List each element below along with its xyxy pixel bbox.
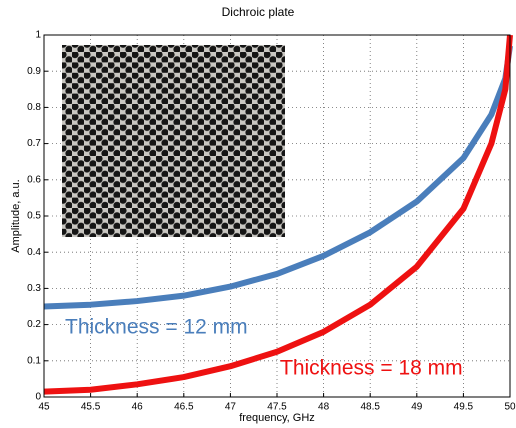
x-tick-label: 48.5 — [360, 402, 380, 413]
y-tick-label: 0.5 — [27, 211, 41, 222]
y-axis-label: Amplitude, a.u. — [10, 179, 22, 252]
x-tick-label: 50 — [504, 402, 516, 413]
x-tick-label: 49 — [411, 402, 423, 413]
y-tick-label: 0.2 — [27, 319, 41, 330]
inset-photo — [62, 45, 285, 237]
y-tick-label: 0.7 — [27, 138, 41, 149]
series-line — [43, 34, 513, 395]
x-tick-label: 47.5 — [267, 402, 287, 413]
series-label: Thickness = 18 mm — [280, 357, 463, 380]
series-line — [43, 45, 513, 310]
x-tick-label: 46 — [132, 402, 144, 413]
x-tick-label: 49.5 — [454, 402, 474, 413]
plot-frame — [43, 34, 511, 398]
x-tick-label: 46.5 — [174, 402, 194, 413]
y-tick-label: 1 — [35, 30, 41, 41]
x-axis-label: frequency, GHz — [239, 412, 315, 424]
chart-title: Dichroic plate — [222, 5, 295, 19]
x-tick-label: 48 — [318, 402, 330, 413]
series-label: Thickness = 12 mm — [65, 316, 248, 339]
y-tick-label: 0.3 — [27, 283, 41, 294]
y-tick-label: 0.8 — [27, 102, 41, 113]
y-tick-label: 0.9 — [27, 66, 41, 77]
y-tick-label: 0 — [35, 392, 41, 403]
y-tick-label: 0.4 — [27, 247, 41, 258]
y-tick-label: 0.6 — [27, 174, 41, 185]
x-tick-label: 45 — [38, 402, 50, 413]
x-tick-label: 47 — [225, 402, 237, 413]
x-tick-label: 45.5 — [81, 402, 101, 413]
y-tick-label: 0.1 — [27, 355, 41, 366]
marks — [43, 34, 513, 395]
